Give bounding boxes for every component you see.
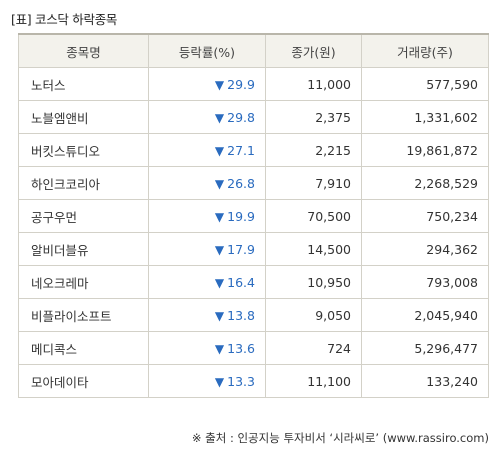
volume: 577,590 <box>361 67 489 101</box>
source-note: ※ 출처 : 인공지능 투자비서 ‘시라씨로’ (www.rassiro.com… <box>191 431 489 445</box>
table-row: 공구우먼 ▼ 19.9 70,500 750,234 <box>18 199 489 233</box>
change-cell: ▼ 13.8 <box>148 298 266 332</box>
change-value: 27.1 <box>227 142 255 158</box>
column-header-change: 등락률(%) <box>148 33 266 68</box>
down-arrow-icon: ▼ <box>214 341 225 356</box>
down-arrow-icon: ▼ <box>214 374 225 389</box>
down-arrow-icon: ▼ <box>214 77 225 92</box>
stock-name: 알비더블유 <box>18 232 149 266</box>
volume: 2,268,529 <box>361 166 489 200</box>
column-header-volume: 거래량(주) <box>361 33 489 68</box>
change-cell: ▼ 13.3 <box>148 364 266 398</box>
table-row: 버킷스튜디오 ▼ 27.1 2,215 19,861,872 <box>18 133 489 167</box>
table-row: 모아데이타 ▼ 13.3 11,100 133,240 <box>18 364 489 398</box>
change-cell: ▼ 29.9 <box>148 67 266 101</box>
change-cell: ▼ 27.1 <box>148 133 266 167</box>
table-row: 알비더블유 ▼ 17.9 14,500 294,362 <box>18 232 489 266</box>
change-cell: ▼ 17.9 <box>148 232 266 266</box>
close-price: 10,950 <box>265 265 362 299</box>
down-arrow-icon: ▼ <box>214 209 225 224</box>
decliners-table: 종목명 등락률(%) 종가(원) 거래량(주) 노터스 ▼ 29.9 11,000… <box>18 33 489 398</box>
table-header-row: 종목명 등락률(%) 종가(원) 거래량(주) <box>18 33 489 68</box>
close-price: 14,500 <box>265 232 362 266</box>
down-arrow-icon: ▼ <box>214 143 225 158</box>
table-row: 메디콕스 ▼ 13.6 724 5,296,477 <box>18 331 489 365</box>
stock-name: 노터스 <box>18 67 149 101</box>
down-arrow-icon: ▼ <box>214 242 225 257</box>
volume: 2,045,940 <box>361 298 489 332</box>
volume: 793,008 <box>361 265 489 299</box>
change-cell: ▼ 26.8 <box>148 166 266 200</box>
down-arrow-icon: ▼ <box>214 275 225 290</box>
stock-name: 노블엠앤비 <box>18 100 149 134</box>
close-price: 724 <box>265 331 362 365</box>
stock-name: 공구우먼 <box>18 199 149 233</box>
change-cell: ▼ 16.4 <box>148 265 266 299</box>
volume: 5,296,477 <box>361 331 489 365</box>
stock-name: 하인크코리아 <box>18 166 149 200</box>
table-row: 노터스 ▼ 29.9 11,000 577,590 <box>18 67 489 101</box>
change-value: 29.9 <box>227 76 255 92</box>
page-title: [표] 코스닥 하락종목 <box>11 12 118 27</box>
stock-name: 버킷스튜디오 <box>18 133 149 167</box>
column-header-close: 종가(원) <box>265 33 362 68</box>
down-arrow-icon: ▼ <box>214 176 225 191</box>
volume: 133,240 <box>361 364 489 398</box>
change-value: 13.3 <box>227 373 255 389</box>
table-row: 네오크레마 ▼ 16.4 10,950 793,008 <box>18 265 489 299</box>
table-row: 비플라이소프트 ▼ 13.8 9,050 2,045,940 <box>18 298 489 332</box>
change-value: 13.6 <box>227 340 255 356</box>
change-cell: ▼ 29.8 <box>148 100 266 134</box>
change-value: 19.9 <box>227 208 255 224</box>
column-header-name: 종목명 <box>18 33 149 68</box>
close-price: 11,000 <box>265 67 362 101</box>
volume: 294,362 <box>361 232 489 266</box>
decliners-table-container: 종목명 등락률(%) 종가(원) 거래량(주) 노터스 ▼ 29.9 11,000… <box>18 33 489 398</box>
stock-name: 모아데이타 <box>18 364 149 398</box>
change-value: 17.9 <box>227 241 255 257</box>
change-value: 16.4 <box>227 274 255 290</box>
down-arrow-icon: ▼ <box>214 308 225 323</box>
volume: 19,861,872 <box>361 133 489 167</box>
down-arrow-icon: ▼ <box>214 110 225 125</box>
table-body: 노터스 ▼ 29.9 11,000 577,590 노블엠앤비 ▼ 29.8 2,3… <box>18 67 489 398</box>
change-cell: ▼ 13.6 <box>148 331 266 365</box>
volume: 750,234 <box>361 199 489 233</box>
table-row: 노블엠앤비 ▼ 29.8 2,375 1,331,602 <box>18 100 489 134</box>
change-value: 13.8 <box>227 307 255 323</box>
stock-name: 네오크레마 <box>18 265 149 299</box>
close-price: 2,375 <box>265 100 362 134</box>
close-price: 7,910 <box>265 166 362 200</box>
close-price: 2,215 <box>265 133 362 167</box>
change-cell: ▼ 19.9 <box>148 199 266 233</box>
change-value: 29.8 <box>227 109 255 125</box>
stock-name: 메디콕스 <box>18 331 149 365</box>
stock-name: 비플라이소프트 <box>18 298 149 332</box>
close-price: 70,500 <box>265 199 362 233</box>
change-value: 26.8 <box>227 175 255 191</box>
close-price: 11,100 <box>265 364 362 398</box>
table-row: 하인크코리아 ▼ 26.8 7,910 2,268,529 <box>18 166 489 200</box>
volume: 1,331,602 <box>361 100 489 134</box>
close-price: 9,050 <box>265 298 362 332</box>
